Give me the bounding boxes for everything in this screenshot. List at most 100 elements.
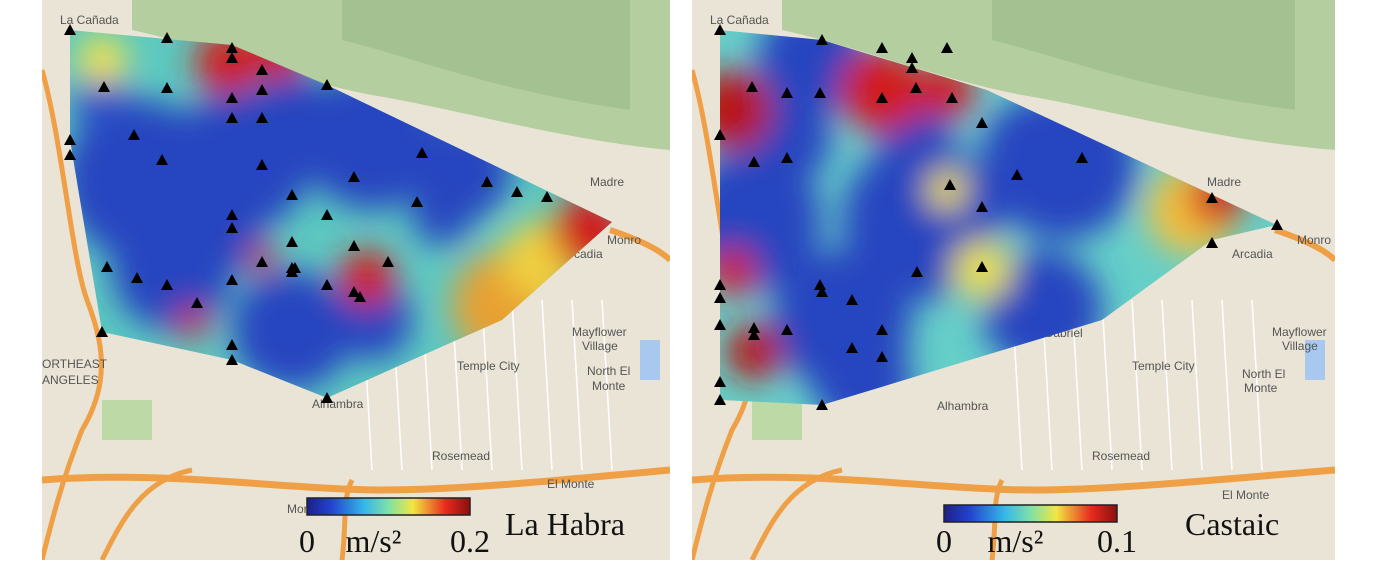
street <box>1221 299 1233 471</box>
station <box>161 82 173 93</box>
place-label: ORTHEAST <box>42 357 108 371</box>
station <box>714 319 726 330</box>
station <box>748 156 760 167</box>
map-panel: La CañadaMadreMonroArcadiaMayflowerVilla… <box>42 0 670 560</box>
station <box>321 79 333 90</box>
station <box>714 24 726 35</box>
colorbar <box>943 504 1118 523</box>
station <box>226 209 238 220</box>
place-label: Madre <box>590 175 624 189</box>
place-label: Mayflower <box>572 325 627 339</box>
heat-blob <box>176 306 208 338</box>
station <box>946 92 958 103</box>
colorbar-unit: m/s² <box>988 523 1044 559</box>
station <box>286 189 298 200</box>
station <box>416 147 428 158</box>
place-label: Rosemead <box>1092 449 1150 463</box>
street <box>1161 299 1173 471</box>
street <box>601 299 613 471</box>
station <box>816 399 828 410</box>
heat-blob <box>232 270 352 390</box>
station <box>748 322 760 333</box>
station <box>1271 219 1283 230</box>
street <box>541 299 553 471</box>
place-label: Monro <box>607 233 641 247</box>
station <box>161 279 173 290</box>
place-label: Village <box>1282 339 1318 353</box>
station <box>96 326 108 337</box>
station <box>382 256 394 267</box>
colorbar-min: 0 <box>299 523 315 559</box>
station <box>511 186 523 197</box>
street <box>511 299 523 471</box>
heat-blob <box>726 324 782 380</box>
station <box>1206 192 1218 203</box>
station <box>321 279 333 290</box>
station <box>256 159 268 170</box>
station <box>714 376 726 387</box>
colorbar-unit: m/s² <box>346 523 402 559</box>
place-label: Mayflower <box>1272 325 1327 339</box>
station <box>286 236 298 247</box>
station <box>226 92 238 103</box>
place-label: Village <box>582 339 618 353</box>
place-label: Monte <box>592 379 626 393</box>
station <box>846 294 858 305</box>
place-label: El Monte <box>547 477 595 491</box>
station <box>906 62 918 73</box>
station <box>714 394 726 405</box>
station <box>816 286 828 297</box>
colorbar-min: 0 <box>936 523 952 559</box>
heat-blob <box>412 185 472 245</box>
station <box>876 324 888 335</box>
station <box>1011 169 1023 180</box>
place-label: El Monte <box>1222 488 1270 502</box>
station <box>101 261 113 272</box>
station <box>876 42 888 53</box>
station <box>876 351 888 362</box>
heat-blob <box>72 70 132 130</box>
heat-blob <box>752 100 832 180</box>
colorbar-max: 0.1 <box>1097 523 1137 559</box>
hills-texture <box>342 0 630 110</box>
station <box>781 324 793 335</box>
event-title: Castaic <box>1185 506 1279 542</box>
station <box>226 339 238 350</box>
station <box>191 297 203 308</box>
station <box>911 266 923 277</box>
station <box>976 261 988 272</box>
place-label: La Cañada <box>710 13 769 27</box>
highway <box>42 466 670 494</box>
station <box>226 274 238 285</box>
station <box>226 222 238 233</box>
station <box>944 179 956 190</box>
station <box>98 81 110 92</box>
street <box>481 299 493 471</box>
station <box>910 82 922 93</box>
park <box>102 400 152 440</box>
station <box>348 286 360 297</box>
station <box>714 292 726 303</box>
station <box>816 34 828 45</box>
highway <box>609 227 670 263</box>
colorbar-max: 0.2 <box>450 523 490 559</box>
station <box>941 42 953 53</box>
hills-texture <box>992 0 1295 110</box>
station <box>846 342 858 353</box>
station <box>906 52 918 63</box>
station <box>226 42 238 53</box>
station <box>286 262 298 273</box>
highway <box>42 69 104 560</box>
station <box>781 152 793 163</box>
station <box>321 392 333 403</box>
station <box>481 176 493 187</box>
heat-blob <box>812 330 912 405</box>
place-label: Monte <box>1244 381 1278 395</box>
station <box>746 81 758 92</box>
street <box>1191 299 1203 471</box>
station <box>226 52 238 63</box>
water <box>1305 340 1325 380</box>
street <box>1251 299 1263 471</box>
